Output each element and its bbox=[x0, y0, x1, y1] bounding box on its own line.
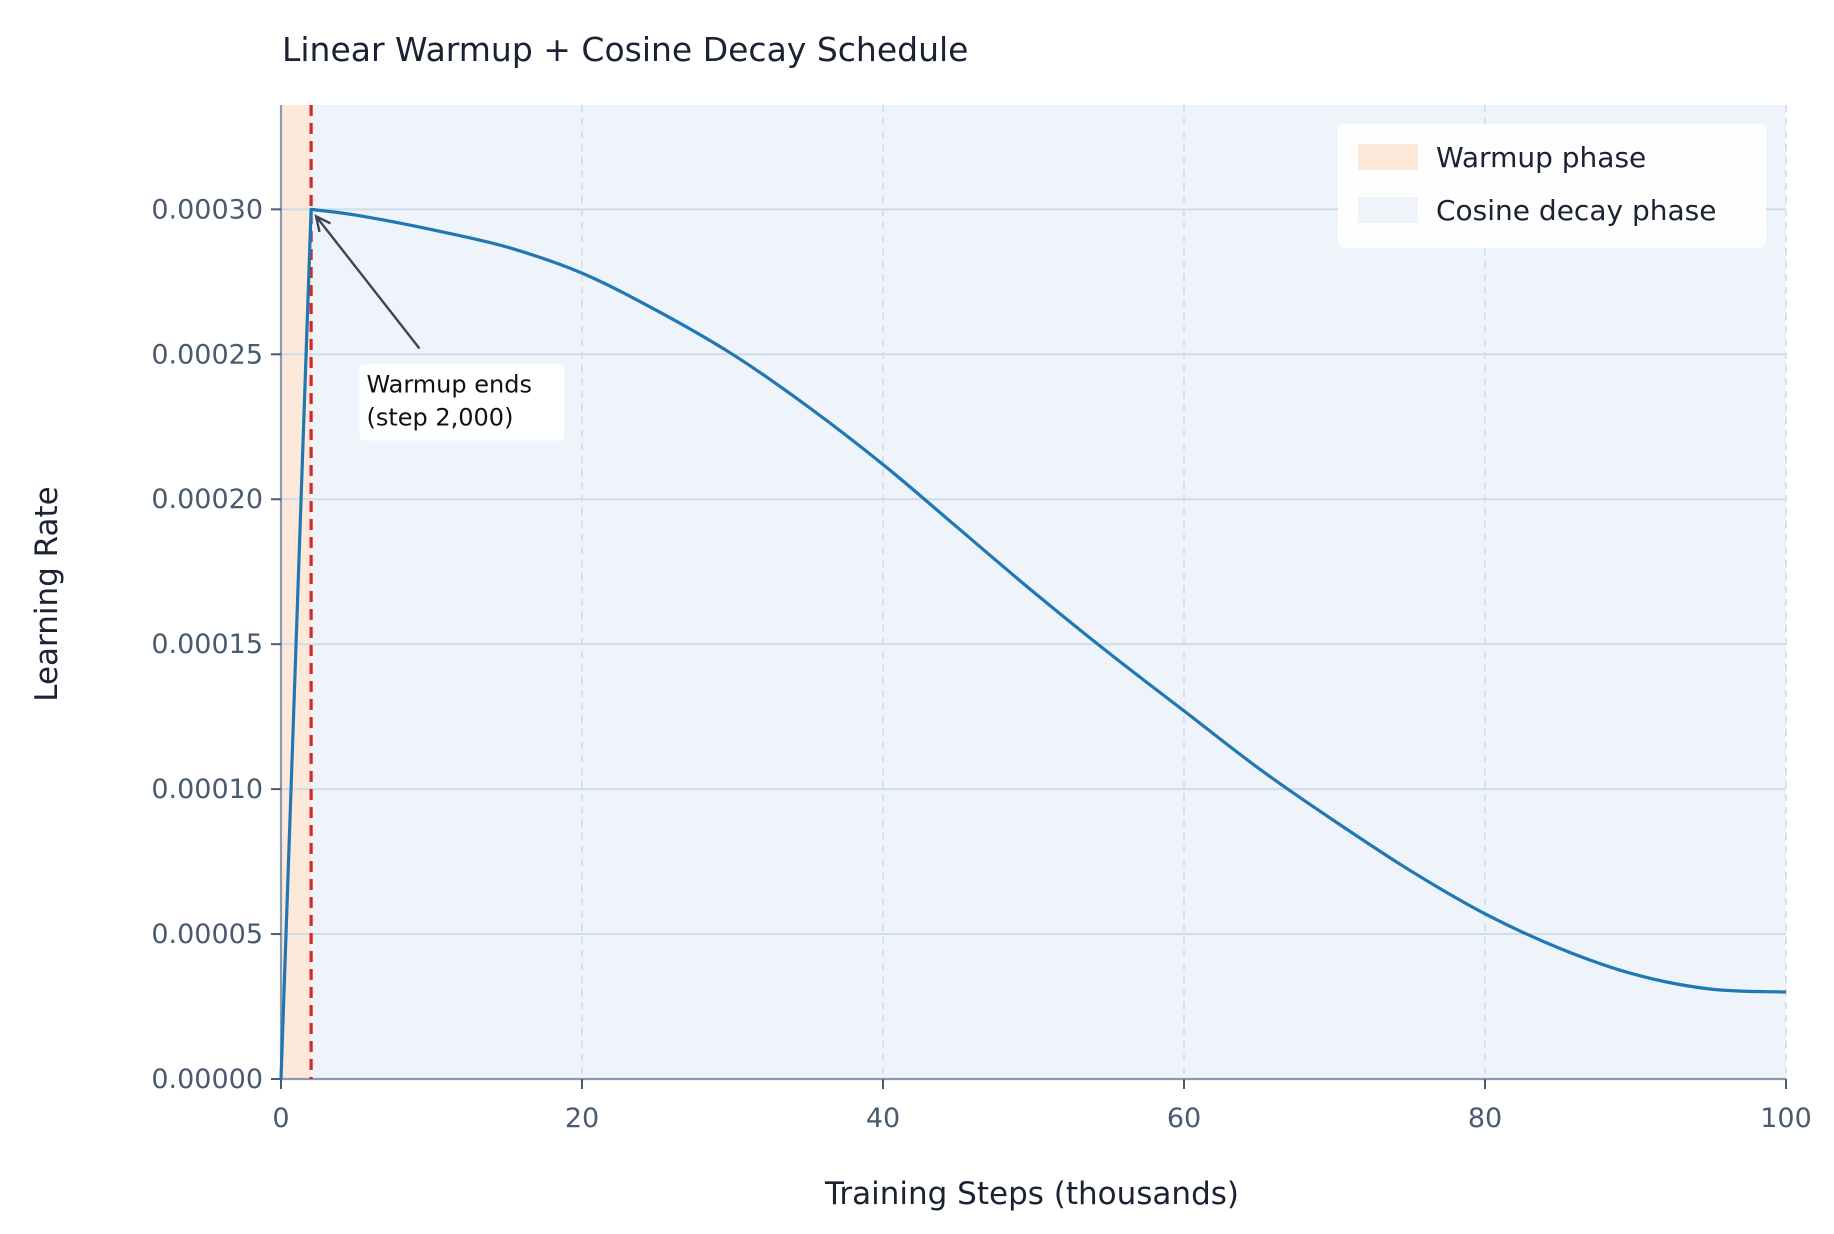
x-tick-label: 100 bbox=[1760, 1103, 1812, 1134]
annotation-text-line: (step 2,000) bbox=[366, 404, 513, 432]
x-tick-label: 80 bbox=[1468, 1103, 1502, 1134]
x-tick-label: 0 bbox=[272, 1103, 289, 1134]
annotation-arrow-shaft bbox=[315, 215, 421, 350]
legend-swatch bbox=[1358, 197, 1418, 223]
x-tick-label: 60 bbox=[1167, 1103, 1201, 1134]
plot-background bbox=[281, 105, 1787, 1079]
legend-box bbox=[1338, 124, 1766, 248]
x-tick-label: 40 bbox=[866, 1103, 900, 1134]
legend-swatch bbox=[1358, 144, 1418, 170]
annotation-text-line: Warmup ends bbox=[366, 371, 532, 399]
legend-label: Cosine decay phase bbox=[1436, 194, 1716, 227]
y-tick-label: 0.00025 bbox=[151, 339, 263, 370]
legend-label: Warmup phase bbox=[1436, 141, 1646, 174]
y-tick-label: 0.00000 bbox=[151, 1064, 263, 1095]
x-tick-label: 20 bbox=[565, 1103, 599, 1134]
x-axis-ticks: 0 20 40 60 80 100 bbox=[272, 1079, 1812, 1134]
annotation: Warmup ends (step 2,000) bbox=[314, 214, 565, 441]
y-tick-label: 0.00020 bbox=[151, 484, 263, 515]
chart-title: Linear Warmup + Cosine Decay Schedule bbox=[282, 30, 968, 69]
series-lines bbox=[279, 207, 1787, 1080]
y-axis-ticks: 0.00000 0.00005 0.00010 0.00015 0.00020 0.000… bbox=[151, 194, 281, 1095]
grid-lines bbox=[281, 105, 1787, 1079]
annotation-arrow-head bbox=[314, 214, 331, 233]
region-cosine-decay bbox=[311, 105, 1787, 1079]
y-tick-label: 0.00015 bbox=[151, 629, 263, 660]
learning-rate-curve bbox=[279, 207, 1787, 1080]
y-tick-label: 0.00030 bbox=[151, 194, 263, 225]
y-tick-label: 0.00005 bbox=[151, 919, 263, 950]
legend: Warmup phase Cosine decay phase bbox=[1338, 124, 1766, 248]
y-tick-label: 0.00010 bbox=[151, 774, 263, 805]
annotation-box bbox=[359, 364, 565, 441]
x-axis-label: Training Steps (thousands) bbox=[824, 1176, 1239, 1212]
axes bbox=[279, 105, 1786, 1081]
y-axis-label: Learning Rate bbox=[29, 486, 65, 702]
